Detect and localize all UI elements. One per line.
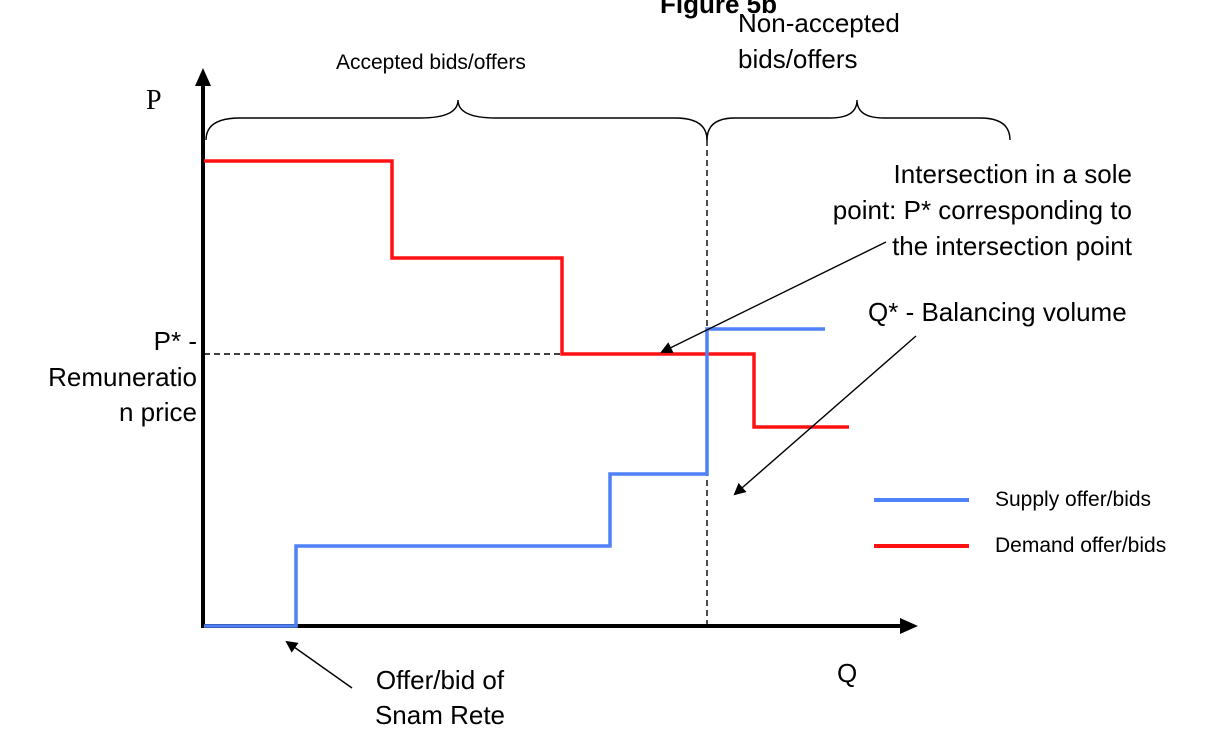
figure-title: Figure 5b bbox=[660, 0, 778, 19]
p-axis-label: P bbox=[146, 85, 162, 116]
supply-curve bbox=[204, 327, 825, 628]
q-star-label: Q* - Balancing volume bbox=[868, 297, 1127, 327]
legend-demand-label: Demand offer/bids bbox=[995, 534, 1167, 557]
p-star-label-line2: Remuneratio bbox=[48, 362, 197, 392]
legend-supply-label: Supply offer/bids bbox=[995, 488, 1152, 511]
snam-arrow bbox=[285, 640, 353, 689]
intersection-arrow bbox=[660, 241, 887, 353]
y-axis-arrow-icon bbox=[195, 68, 211, 86]
accepted-bids-label: Accepted bids/offers bbox=[336, 51, 526, 74]
intersection-label-line2: point: P* corresponding to bbox=[832, 195, 1132, 225]
snam-label-line1: Offer/bid of bbox=[375, 665, 505, 695]
non-accepted-label-line2: bids/offers bbox=[738, 44, 858, 74]
p-star-label-line1: P* - bbox=[153, 326, 197, 356]
non-accepted-brace bbox=[706, 99, 1011, 141]
intersection-label-line3: the intersection point bbox=[892, 231, 1132, 261]
demand-curve bbox=[204, 159, 849, 429]
q-star-arrow bbox=[733, 335, 917, 496]
p-star-label-line3: n price bbox=[118, 397, 197, 427]
snam-label-line2: Snam Rete bbox=[374, 700, 506, 730]
q-axis-label: Q bbox=[837, 658, 858, 688]
intersection-label-line1: Intersection in a sole bbox=[893, 159, 1132, 189]
accepted-brace bbox=[205, 99, 708, 141]
x-axis-arrow-icon bbox=[900, 618, 918, 634]
non-accepted-label-line1: Non-accepted bbox=[738, 8, 900, 38]
